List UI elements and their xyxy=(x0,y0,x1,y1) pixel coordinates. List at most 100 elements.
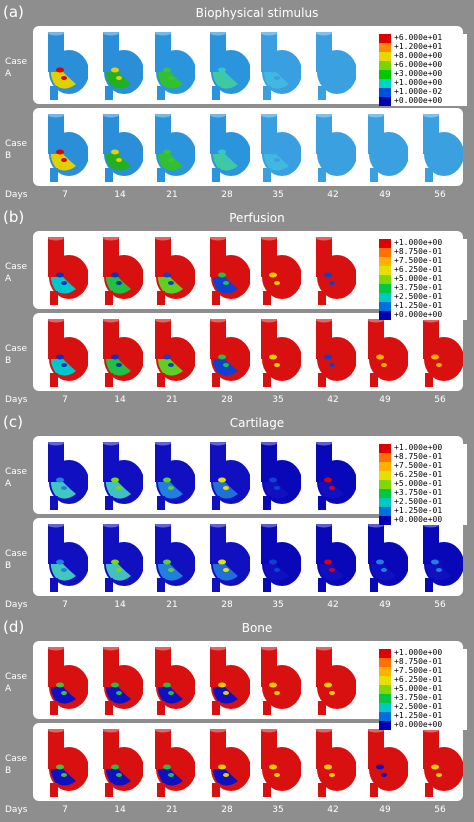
femur-model-day-7 xyxy=(48,645,88,715)
femur-model-day-49 xyxy=(368,727,408,797)
panel-title: Biophysical stimulus xyxy=(195,6,319,20)
femur-model-day-35 xyxy=(261,440,301,510)
panel-cartilage: (c) Cartilage Case A Case B +1.000e+00 +8.750… xyxy=(3,412,471,616)
days-axis: Days 7 14 21 28 35 42 49 56 xyxy=(3,393,471,407)
femur-model-day-28 xyxy=(210,645,250,715)
femur-model-day-7 xyxy=(48,235,88,305)
day-tick-label: 56 xyxy=(434,395,446,405)
legend-entry: +1.000e+00 xyxy=(379,443,467,453)
legend-swatch xyxy=(379,516,391,525)
femur-model-day-42 xyxy=(316,645,356,715)
legend-swatch xyxy=(379,275,391,284)
femur-model-day-14 xyxy=(103,235,143,305)
case-b-label: Case B xyxy=(5,344,28,366)
legend-swatch xyxy=(379,444,391,453)
femur-model-day-42 xyxy=(316,522,356,592)
legend-entry: +1.000e-02 xyxy=(379,87,467,97)
femur-model-day-35 xyxy=(261,645,301,715)
case-b-label: Case B xyxy=(5,139,28,161)
legend-entry: +1.000e+00 xyxy=(379,238,467,248)
legend-value: +6.250e-01 xyxy=(394,675,443,684)
legend-entry: +0.000e+00 xyxy=(379,310,467,320)
legend-entry: +6.250e-01 xyxy=(379,470,467,480)
femur-model-day-28 xyxy=(210,317,250,387)
femur-model-day-7 xyxy=(48,30,88,100)
legend-entry: +2.500e-01 xyxy=(379,702,467,712)
panel-title: Perfusion xyxy=(229,211,285,225)
day-tick-label: 35 xyxy=(272,600,284,610)
legend-entry: +5.000e-01 xyxy=(379,274,467,284)
legend-value: +1.250e-01 xyxy=(394,301,443,310)
legend-value: +0.000e+00 xyxy=(394,515,443,524)
legend-swatch xyxy=(379,462,391,471)
legend-swatch xyxy=(379,266,391,275)
legend-swatch xyxy=(379,61,391,70)
femur-model-day-7 xyxy=(48,440,88,510)
legend-entry: +1.250e-01 xyxy=(379,711,467,721)
case-a-label: Case A xyxy=(5,262,28,284)
femur-model-day-49 xyxy=(368,317,408,387)
legend-swatch xyxy=(379,43,391,52)
days-label: Days xyxy=(5,600,28,610)
legend-value: +8.750e-01 xyxy=(394,247,443,256)
femur-model-day-42 xyxy=(316,727,356,797)
femur-model-day-14 xyxy=(103,522,143,592)
femur-model-day-35 xyxy=(261,30,301,100)
femur-model-day-21 xyxy=(155,727,195,797)
femur-model-day-35 xyxy=(261,522,301,592)
days-axis: Days 7 14 21 28 35 42 49 56 xyxy=(3,803,471,817)
legend-swatch xyxy=(379,712,391,721)
femur-model-day-56 xyxy=(423,727,463,797)
legend-swatch xyxy=(379,685,391,694)
femur-model-day-49 xyxy=(368,522,408,592)
day-tick-label: 42 xyxy=(327,190,339,200)
legend-entry: +0.000e+00 xyxy=(379,720,467,730)
legend-value: +8.750e-01 xyxy=(394,452,443,461)
legend-entry: +1.250e-01 xyxy=(379,506,467,516)
legend-value: +7.500e-01 xyxy=(394,461,443,470)
day-tick-label: 49 xyxy=(379,805,391,815)
legend-entry: +6.250e-01 xyxy=(379,675,467,685)
day-tick-label: 28 xyxy=(221,805,233,815)
legend-value: +6.000e+00 xyxy=(394,60,443,69)
legend-value: +3.750e-01 xyxy=(394,283,443,292)
day-tick-label: 35 xyxy=(272,190,284,200)
panel-stimulus: (a) Biophysical stimulus Case A Case B +6.00… xyxy=(3,2,471,206)
legend-entry: +0.000e+00 xyxy=(379,96,467,106)
day-tick-label: 56 xyxy=(434,190,446,200)
legend-value: +1.000e+00 xyxy=(394,443,443,452)
femur-model-day-7 xyxy=(48,317,88,387)
legend-value: +5.000e-01 xyxy=(394,684,443,693)
femur-model-day-49 xyxy=(368,112,408,182)
legend-value: +2.500e-01 xyxy=(394,702,443,711)
femur-model-day-14 xyxy=(103,727,143,797)
legend-swatch xyxy=(379,507,391,516)
legend-value: +1.000e+00 xyxy=(394,648,443,657)
day-tick-label: 21 xyxy=(166,805,178,815)
legend-value: +2.500e-01 xyxy=(394,497,443,506)
case-a-label: Case A xyxy=(5,467,28,489)
legend-entry: +1.000e+00 xyxy=(379,648,467,658)
legend-swatch xyxy=(379,721,391,730)
legend-swatch xyxy=(379,649,391,658)
legend-swatch xyxy=(379,471,391,480)
case-b-label: Case B xyxy=(5,549,28,571)
legend-entry: +6.250e-01 xyxy=(379,265,467,275)
legend-entry: +3.750e-01 xyxy=(379,283,467,293)
femur-model-day-35 xyxy=(261,727,301,797)
day-tick-label: 56 xyxy=(434,805,446,815)
femur-model-day-35 xyxy=(261,317,301,387)
legend-entry: +3.750e-01 xyxy=(379,693,467,703)
legend-swatch xyxy=(379,239,391,248)
legend-entry: +1.200e+01 xyxy=(379,42,467,52)
femur-model-day-42 xyxy=(316,235,356,305)
femur-model-day-14 xyxy=(103,440,143,510)
legend-entry: +7.500e-01 xyxy=(379,461,467,471)
legend-entry: +0.000e+00 xyxy=(379,515,467,525)
color-legend: +1.000e+00 +8.750e-01 +7.500e-01 +6.250e-01… xyxy=(379,238,467,320)
femur-model-day-21 xyxy=(155,440,195,510)
legend-value: +0.000e+00 xyxy=(394,720,443,729)
days-label: Days xyxy=(5,190,28,200)
legend-value: +1.000e+00 xyxy=(394,78,443,87)
day-tick-label: 7 xyxy=(62,805,68,815)
